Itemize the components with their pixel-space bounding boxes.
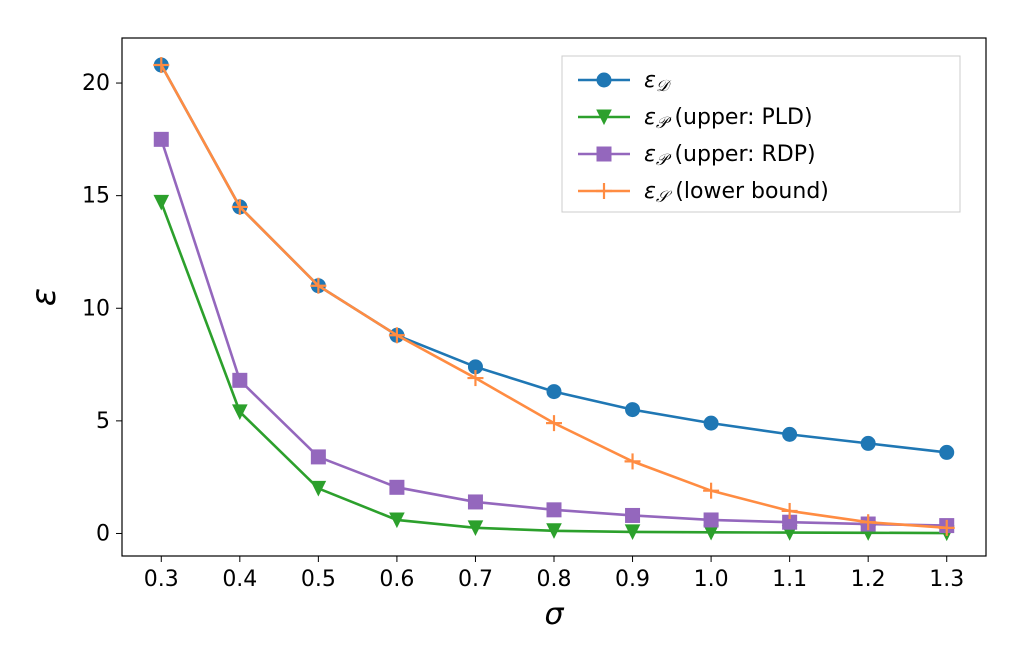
x-tick-label: 1.2 — [851, 567, 886, 592]
x-tick-label: 0.6 — [379, 567, 414, 592]
y-tick-label: 10 — [82, 296, 110, 321]
legend-label: ε𝒫 (upper: PLD) — [644, 105, 813, 132]
legend: ε𝒟ε𝒫 (upper: PLD)ε𝒫 (upper: RDP)ε𝒮 (lowe… — [562, 56, 960, 212]
chart-svg: 0.3 0.4 0.5 0.6 0.7 0.8 0.9 1.0 1.1 1.2 1.3 σ 0 5 10 15… — [0, 0, 1024, 646]
legend-label: ε𝒫 (upper: RDP) — [644, 142, 816, 169]
legend-label: ε𝒮 (lower bound) — [644, 179, 829, 206]
y-tick-label: 15 — [82, 184, 110, 209]
x-tick-label: 0.7 — [458, 567, 493, 592]
x-tick-label: 0.4 — [222, 567, 257, 592]
x-tick-label: 0.3 — [144, 567, 179, 592]
x-tick-label: 1.3 — [929, 567, 964, 592]
y-axis-label: ε — [24, 288, 64, 306]
x-tick-label: 0.9 — [615, 567, 650, 592]
chart-container: 0.3 0.4 0.5 0.6 0.7 0.8 0.9 1.0 1.1 1.2 1.3 σ 0 5 10 15… — [0, 0, 1024, 646]
x-tick-label: 0.8 — [537, 567, 572, 592]
x-tick-label: 0.5 — [301, 567, 336, 592]
x-tick-label: 1.1 — [772, 567, 807, 592]
x-axis-label: σ — [544, 597, 564, 632]
y-tick-label: 0 — [96, 521, 110, 546]
x-tick-label: 1.0 — [694, 567, 729, 592]
y-tick-label: 5 — [96, 409, 110, 434]
y-tick-label: 20 — [82, 71, 110, 96]
